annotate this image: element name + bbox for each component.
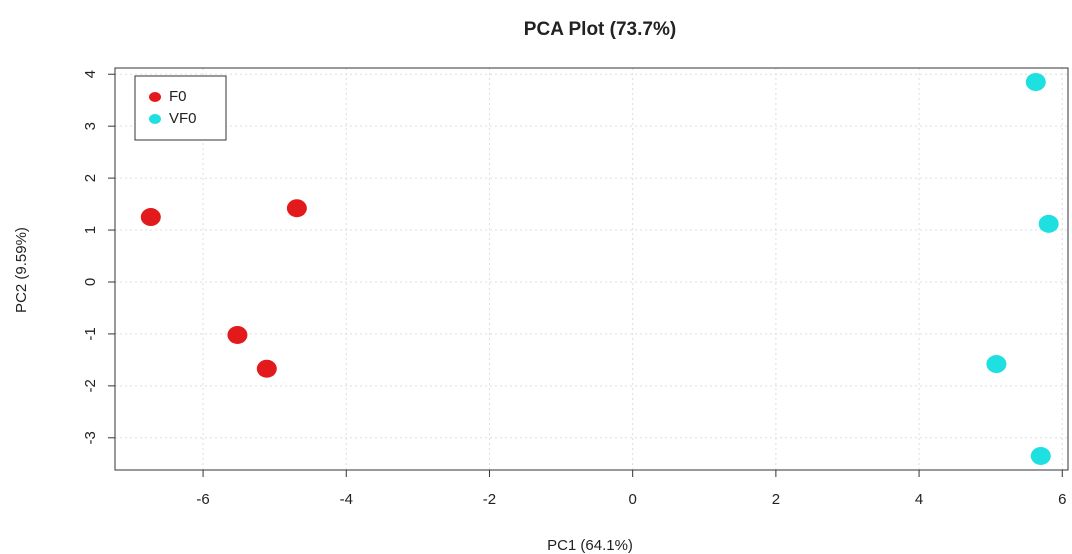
x-tick-label: 0: [628, 491, 636, 508]
y-tick-label: 2: [82, 174, 99, 182]
y-tick-label: -2: [82, 379, 99, 392]
legend-label: F0: [169, 88, 187, 105]
point: [227, 325, 248, 344]
plot-frame: [114, 67, 1069, 471]
x-tick-label: 6: [1058, 491, 1066, 508]
y-tick-label: -1: [82, 327, 99, 340]
point: [986, 355, 1007, 374]
y-tick-label: -3: [82, 431, 99, 444]
x-axis-label: PC1 (64.1%): [547, 537, 633, 554]
legend-label: VF0: [169, 110, 197, 127]
y-tick-label: 3: [82, 122, 99, 130]
point: [286, 199, 307, 218]
y-tick-label: 4: [82, 70, 99, 78]
x-tick-label: 2: [772, 491, 780, 508]
y-tick-label: 1: [82, 226, 99, 234]
chart-title: PCA Plot (73.7%): [524, 19, 676, 40]
x-tick-label: -4: [340, 491, 353, 508]
legend-swatch: [149, 114, 161, 124]
point: [1038, 214, 1059, 233]
legend-frame: [134, 75, 227, 141]
y-axis-label: PC2 (9.59%): [13, 227, 30, 313]
legend-swatch: [149, 92, 161, 102]
x-tick-label: -2: [483, 491, 496, 508]
y-tick-label: 0: [82, 278, 99, 286]
x-tick-label: -6: [196, 491, 209, 508]
point: [1025, 73, 1046, 92]
point: [140, 208, 161, 227]
point: [256, 359, 277, 378]
point: [1030, 446, 1051, 465]
x-tick-label: 4: [915, 491, 923, 508]
